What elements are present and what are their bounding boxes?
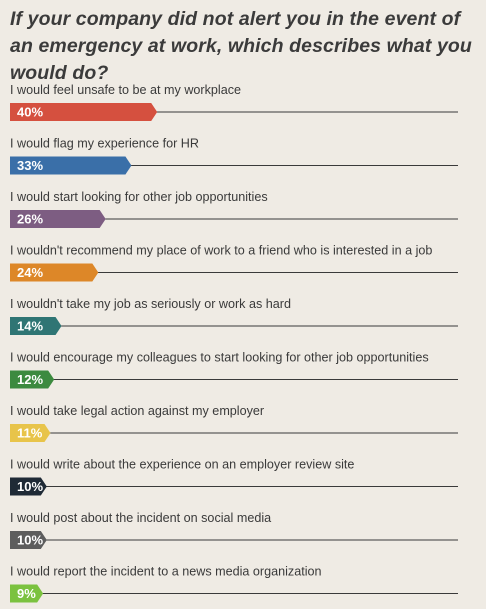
value-label-9: 10% xyxy=(17,533,43,548)
value-label-4: 24% xyxy=(17,265,43,280)
category-label-4: I wouldn't recommend my place of work to… xyxy=(10,244,432,258)
bar-8 xyxy=(10,477,47,496)
bar-4 xyxy=(10,263,99,282)
category-label-9: I would post about the incident on socia… xyxy=(10,511,271,525)
bar-6 xyxy=(10,370,55,389)
bar-7 xyxy=(10,424,51,442)
category-label-5: I wouldn't take my job as seriously or w… xyxy=(10,297,291,311)
bar-1 xyxy=(10,103,158,121)
category-label-10: I would report the incident to a news me… xyxy=(10,565,322,579)
value-label-3: 26% xyxy=(17,212,43,227)
category-label-1: I would feel unsafe to be at my workplac… xyxy=(10,83,241,97)
bar-2 xyxy=(10,156,132,175)
category-label-3: I would start looking for other job oppo… xyxy=(10,190,268,204)
bar-3 xyxy=(10,210,106,228)
bar-5 xyxy=(10,317,62,335)
category-label-6: I would encourage my colleagues to start… xyxy=(10,351,429,365)
bar-9 xyxy=(10,531,47,549)
category-label-7: I would take legal action against my emp… xyxy=(10,404,264,418)
value-label-6: 12% xyxy=(17,372,43,387)
bar-10 xyxy=(10,584,44,603)
category-label-8: I would write about the experience on an… xyxy=(10,458,354,472)
chart-title: If your company did not alert you in the… xyxy=(10,8,472,84)
value-label-2: 33% xyxy=(17,158,43,173)
value-label-10: 9% xyxy=(17,586,36,601)
value-label-7: 11% xyxy=(17,426,43,441)
value-label-8: 10% xyxy=(17,479,43,494)
value-label-1: 40% xyxy=(17,105,43,120)
category-label-2: I would flag my experience for HR xyxy=(10,137,199,151)
value-label-5: 14% xyxy=(17,319,43,334)
